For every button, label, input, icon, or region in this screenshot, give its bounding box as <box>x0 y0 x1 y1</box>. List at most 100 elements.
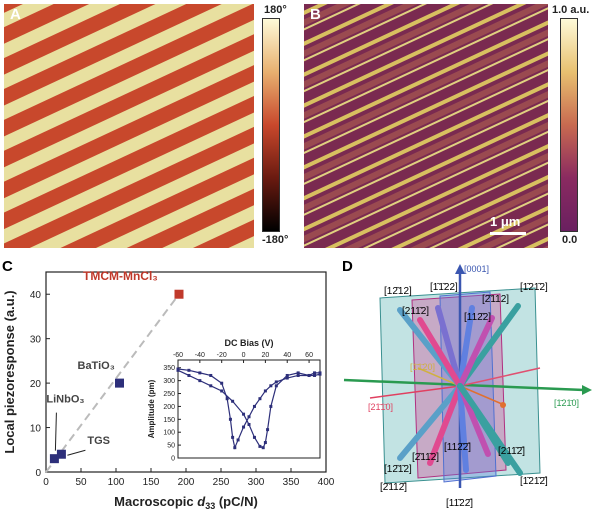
inset-point <box>220 389 224 393</box>
inset-point <box>318 372 322 376</box>
inset-point <box>296 371 300 375</box>
inset-point <box>198 379 202 383</box>
x-tick-label: 150 <box>143 477 160 488</box>
inset-point <box>269 384 273 388</box>
data-point-linbo3 <box>49 454 59 464</box>
dir-label: [12̄1̄2] <box>384 464 412 475</box>
pointer-tgs <box>67 449 86 456</box>
inset-x-tick-label: 20 <box>261 352 269 359</box>
inset-title: DC Bias (V) <box>224 338 273 348</box>
inset-point <box>266 428 270 432</box>
inset-y-axis-label: Amplitude (pm) <box>147 379 156 438</box>
phase-image <box>4 4 254 248</box>
inset-point <box>242 425 246 429</box>
inset-y-tick-label: 200 <box>163 404 175 411</box>
colorbar-a <box>262 18 280 232</box>
inset-y-tick-label: 0 <box>171 456 175 463</box>
inset-x-tick-label: -20 <box>217 352 227 359</box>
y-tick-label: 0 <box>35 468 41 479</box>
x-tick-label: 50 <box>75 477 87 488</box>
dir-label: [1̄21̄2̄] <box>520 476 548 487</box>
colorbar-a-top: 180° <box>264 4 287 16</box>
dir-label: [1̄21̄2] <box>520 282 548 293</box>
inset-point <box>236 438 240 442</box>
inset-point <box>285 376 289 380</box>
panel-b: B 1 μm <box>304 4 548 248</box>
label-tmcm: TMCM-MnCl₃ <box>83 269 158 283</box>
inset-point <box>296 373 300 377</box>
inset-point <box>209 384 213 388</box>
x-tick-label: 400 <box>318 477 335 488</box>
inset-x-tick-label: 0 <box>242 352 246 359</box>
colorbar-b-top: 1.0 a.u. <box>552 4 590 16</box>
panel-d: [0001] [1̄21̄0] [21̄1̄0] [1̄1̄20] [12̄12… <box>340 258 600 520</box>
inset-point <box>233 446 237 450</box>
x-tick-label: 0 <box>43 477 49 488</box>
inset-point <box>307 373 311 377</box>
y-axis-label: Local piezoresponse (a.u.) <box>2 290 17 453</box>
x-axis-label: Macroscopic d33 (pC/N) <box>114 494 258 511</box>
axis-inner <box>417 367 461 387</box>
inset-point <box>263 441 267 445</box>
inset-x-tick-label: -60 <box>173 352 183 359</box>
inset-point <box>231 435 235 439</box>
data-point-batio3 <box>115 378 124 388</box>
inset-y-tick-label: 50 <box>167 443 175 450</box>
inset-point <box>313 373 317 377</box>
inset-point <box>228 417 232 421</box>
inset-y-tick-label: 300 <box>163 378 175 385</box>
inset-point <box>187 368 191 372</box>
data-point-tgs <box>56 449 66 459</box>
label-batio3: BaTiO₃ <box>78 360 115 372</box>
inset-point <box>274 380 278 384</box>
panel-label: C <box>2 258 13 275</box>
y-tick-label: 10 <box>30 424 42 435</box>
axis-top-label: [0001] <box>464 264 489 274</box>
inset-x-tick-label: 40 <box>283 352 291 359</box>
inset-point <box>220 381 224 385</box>
direction-arrows <box>397 303 523 476</box>
inset-point <box>209 373 213 377</box>
panel-a: A <box>4 4 254 248</box>
inset-point <box>261 446 265 450</box>
inset-y-tick-label: 150 <box>163 417 175 424</box>
inset-point <box>258 397 262 401</box>
inset-point <box>274 384 278 388</box>
crystal-direction-diagram: [0001] [1̄21̄0] [21̄1̄0] [1̄1̄20] [12̄12… <box>343 264 592 509</box>
inset-point <box>247 415 251 419</box>
x-tick-label: 250 <box>213 477 230 488</box>
inset-point <box>263 389 267 393</box>
inset-point <box>252 404 256 408</box>
inset-point <box>187 373 191 377</box>
label-linbo3: LiNbO₃ <box>46 394 84 406</box>
inset-point <box>252 435 256 439</box>
inset-point <box>313 371 317 375</box>
colorbar-b <box>560 18 578 232</box>
dir-label: [112̄2̄] <box>444 442 471 453</box>
label-tgs: TGS <box>87 435 110 447</box>
colorbar-a-bottom: -180° <box>262 234 289 246</box>
inset-point <box>247 422 251 426</box>
panel-label: A <box>10 6 21 23</box>
x-tick-label: 350 <box>283 477 300 488</box>
amplitude-image <box>304 4 548 248</box>
inset-x-tick-label: 60 <box>305 352 313 359</box>
axis-left <box>369 385 461 399</box>
inset-point <box>198 371 202 375</box>
x-tick-label: 200 <box>178 477 195 488</box>
inset-point <box>231 399 235 403</box>
dir-label: [112̄2] <box>464 312 491 323</box>
panel-label: D <box>342 258 353 275</box>
y-tick-label: 40 <box>30 290 42 301</box>
panel-c: 0 50 100 150 200 250 300 350 400 0 10 20 30 40 Macrosc… <box>0 258 340 520</box>
dir-label: [1̄1̄22] <box>430 282 458 293</box>
dir-label: [211̄2] <box>402 306 429 317</box>
inset-y-tick-label: 350 <box>163 365 175 372</box>
dir-label: [11̄22̄] <box>446 498 473 509</box>
dir-label: [2̄11̄2] <box>412 452 439 463</box>
scalebar-label: 1 μm <box>490 214 521 229</box>
y-tick-label: 30 <box>30 335 42 346</box>
inset-point <box>258 444 262 448</box>
inset-point <box>225 397 229 401</box>
colorbar-b-bottom: 0.0 <box>562 234 578 246</box>
